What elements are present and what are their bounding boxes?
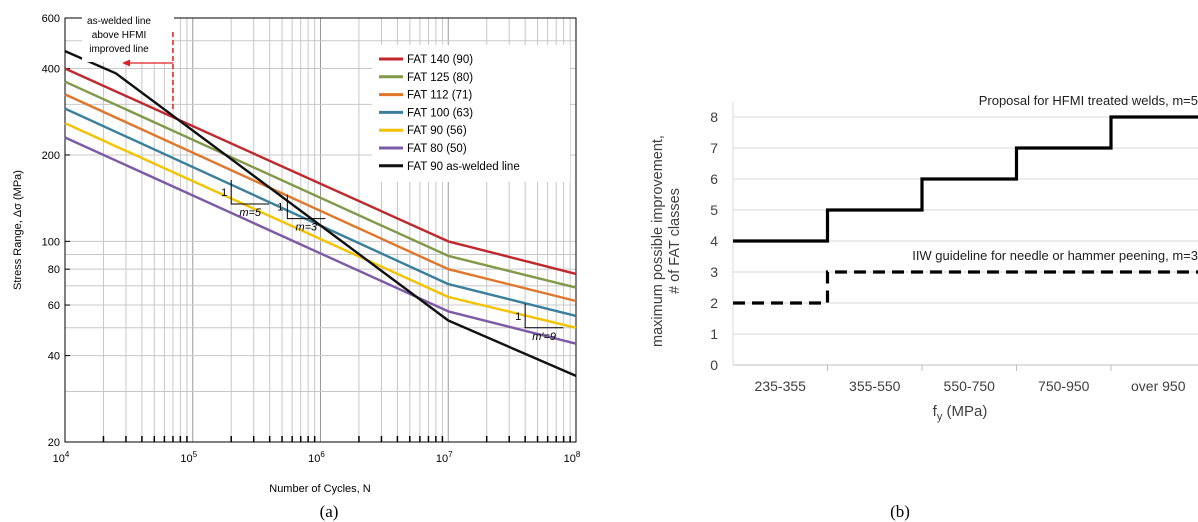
y-tick-label: 100 [42, 236, 60, 248]
y-tick-label: 3 [710, 264, 718, 280]
y-axis-label-line: # of FAT classes [667, 188, 683, 294]
slope-triangle-m-label: m'=9 [532, 331, 556, 343]
series-line [64, 93, 577, 303]
x-tick-exponent: 7 [448, 450, 453, 459]
legend-label: FAT 100 (63) [407, 107, 473, 119]
annotation-background [82, 12, 174, 62]
x-axis-label-part: f [933, 403, 938, 420]
x-tick-label: 108 [564, 450, 581, 465]
legend-label: FAT 80 (50) [407, 143, 467, 155]
legend-background [372, 45, 570, 182]
x-axis-label-part: y [937, 411, 943, 423]
panel-a-x-axis-label: Number of Cycles, N [269, 483, 371, 495]
panel-b-series [733, 115, 1198, 305]
y-tick-label: 8 [710, 109, 718, 125]
series-label: IIW guideline for needle or hammer peeni… [912, 248, 1198, 263]
series-step-line [733, 270, 1198, 305]
x-tick-base: 10 [436, 453, 448, 465]
panel-b-grid [732, 102, 1198, 371]
x-tick-label: 106 [308, 450, 325, 465]
x-category-label: 235-355 [755, 378, 807, 394]
annotation-line: as-welded line [87, 16, 151, 27]
series-line [64, 107, 577, 318]
series-line [64, 50, 577, 378]
y-tick-label: 4 [710, 233, 718, 249]
y-tick-label: 1 [710, 326, 718, 342]
slope-triangle [524, 303, 564, 329]
annotation-line: above HFMI [92, 30, 146, 41]
slope-triangle [230, 179, 270, 205]
panel-b-ticks: 0 1 2 3 4 5 6 7 8 235-355 355-550 550-750 750-950 ove… [710, 109, 1186, 394]
x-tick-base: 10 [180, 453, 192, 465]
y-tick-label: 20 [48, 437, 60, 449]
legend-label: FAT 90 as-welded line [407, 161, 520, 173]
panel-a-legend: FAT 140 (90) FAT 125 (80) FAT 112 (71) FAT … [372, 45, 570, 182]
x-category-label: 355-550 [849, 378, 901, 394]
panel-a-series [64, 50, 577, 378]
series-line [64, 122, 577, 329]
x-tick-exponent: 6 [320, 450, 325, 459]
series-step-line [733, 115, 1198, 243]
x-tick-label: 104 [53, 450, 70, 465]
slope-triangle-one: 1 [277, 202, 283, 214]
y-tick-label: 200 [42, 150, 60, 162]
series-label: Proposal for HFMI treated welds, m=5 [979, 93, 1198, 108]
series-line [64, 136, 577, 345]
y-tick-label: 0 [710, 357, 718, 373]
slope-triangle-one: 1 [221, 187, 227, 199]
y-tick-label: 40 [48, 351, 60, 363]
legend-label: FAT 112 (71) [407, 90, 472, 102]
legend-label: FAT 90 (56) [407, 125, 467, 137]
series-line [64, 67, 577, 276]
annotation-arrow-head [122, 59, 130, 67]
annotation-line: improved line [89, 44, 149, 55]
x-axis-label-part: (MPa) [942, 403, 987, 420]
x-category-label: 750-950 [1038, 378, 1090, 394]
y-tick-label: 600 [42, 13, 60, 25]
y-axis-label-line: maximum possible improvement, [650, 135, 666, 347]
panel-a-annotation: as-welded line above HFMI improved line [82, 12, 174, 112]
x-tick-exponent: 5 [193, 450, 198, 459]
panel-b-series-labels: Proposal for HFMI treated welds, m=5 IIW … [912, 93, 1198, 263]
x-tick-label: 107 [436, 450, 453, 465]
y-tick-label: 6 [710, 171, 718, 187]
x-tick-base: 10 [308, 453, 320, 465]
y-tick-label: 400 [42, 64, 60, 76]
panel-a-plot-frame [64, 17, 577, 443]
slope-triangle-m-label: m=5 [239, 207, 262, 219]
x-tick-base: 10 [53, 453, 65, 465]
y-tick-label: 5 [710, 202, 718, 218]
caption-a: (a) [320, 502, 339, 521]
y-tick-label: 2 [710, 295, 718, 311]
x-tick-exponent: 4 [65, 450, 70, 459]
y-tick-label: 80 [48, 264, 60, 276]
panel-a-slope-triangles: 1 m=5 1 m=3 1 m'=9 [221, 179, 564, 343]
x-tick-base: 10 [564, 453, 576, 465]
y-tick-label: 60 [48, 300, 60, 312]
x-tick-exponent: 8 [576, 450, 581, 459]
panel-b-y-axis-label: maximum possible improvement, # of FAT cl… [650, 135, 683, 347]
x-tick-label: 105 [180, 450, 197, 465]
y-tick-label: 7 [710, 140, 718, 156]
series-line [64, 80, 577, 289]
slope-triangle-m-label: m=3 [295, 222, 318, 234]
legend-label: FAT 125 (80) [407, 72, 473, 84]
panel-b-x-axis-label: fy (MPa) [933, 403, 988, 423]
caption-b: (b) [890, 502, 910, 521]
chart-panel-b: 0 1 2 3 4 5 6 7 8 235-355 355-550 550-750 750-950 ove… [650, 93, 1198, 521]
slope-triangle-one: 1 [515, 311, 521, 323]
panel-a-y-axis-label: Stress Range, Δσ (MPa) [12, 170, 24, 290]
x-category-label: 550-750 [944, 378, 996, 394]
x-category-label: over 950 [1131, 378, 1186, 394]
legend-label: FAT 140 (90) [407, 54, 473, 66]
slope-triangle [286, 194, 326, 220]
